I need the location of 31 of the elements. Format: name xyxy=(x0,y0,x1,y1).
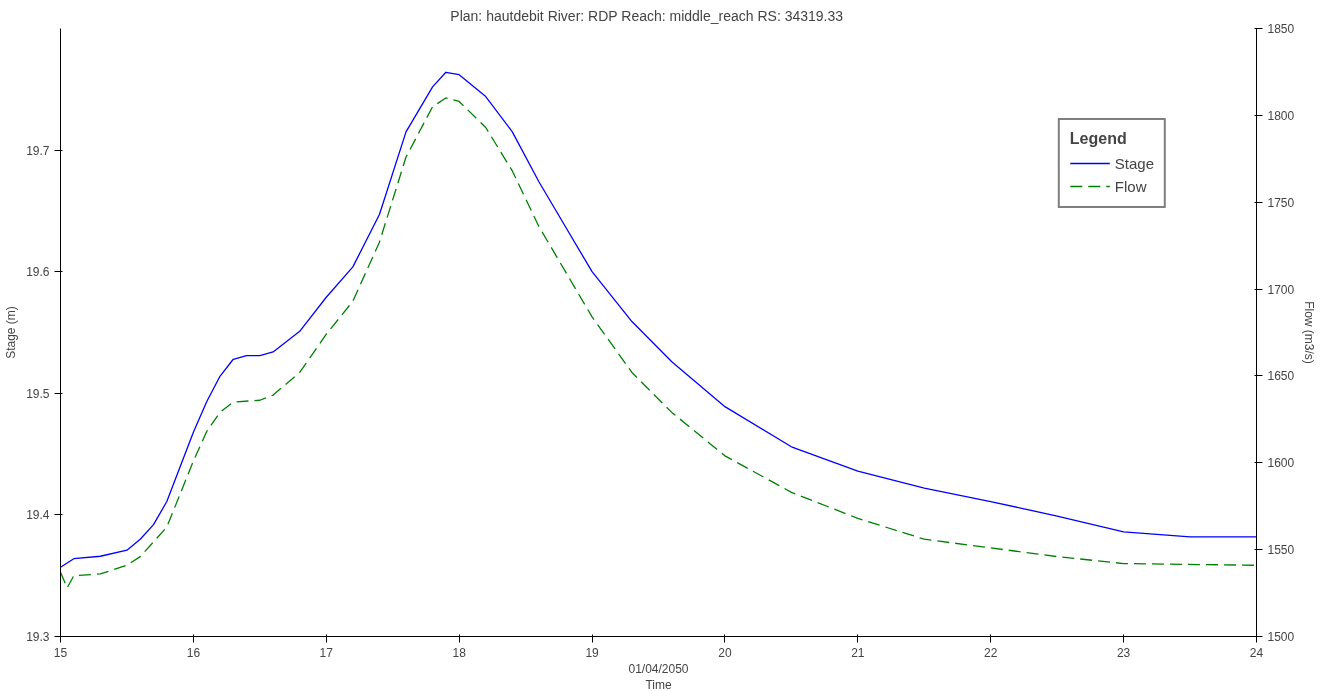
x-tick-label: 18 xyxy=(452,645,467,660)
y-tick-label: 19.6 xyxy=(26,265,50,280)
y2-tick-label: 1500 xyxy=(1267,630,1295,644)
x-tick-label: 24 xyxy=(1249,645,1264,660)
x-axis-title: Time xyxy=(645,677,672,691)
y-tick-label: 19.3 xyxy=(26,630,50,644)
legend-title: Legend xyxy=(1069,130,1128,148)
x-tick-label: 22 xyxy=(984,645,998,660)
x-tick-label: 17 xyxy=(319,645,334,660)
x-tick-label: 21 xyxy=(851,645,865,660)
x-tick-label: 23 xyxy=(1116,645,1131,660)
chart-title: Plan: hautdebit River: RDP Reach: middle_reach RS: 34319.33 xyxy=(450,7,844,24)
x-tick-label: 16 xyxy=(186,645,201,660)
x-tick-label: 15 xyxy=(53,645,68,660)
y-axis-title: Stage (m) xyxy=(4,306,19,359)
x-tick-label: 20 xyxy=(718,645,732,660)
y-tick-label: 19.7 xyxy=(26,143,50,158)
y2-tick-label: 1550 xyxy=(1267,543,1295,558)
y2-tick-label: 1650 xyxy=(1267,369,1295,384)
y2-axis-title: Flow (m3/s) xyxy=(1302,301,1317,364)
y2-tick-label: 1700 xyxy=(1267,282,1295,297)
text: 01/04/2050 xyxy=(628,661,689,676)
y-tick-label: 19.4 xyxy=(26,508,50,523)
y2-tick-label: 1750 xyxy=(1267,195,1295,210)
y2-tick-label: 1850 xyxy=(1267,22,1295,36)
y-tick-label: 19.5 xyxy=(26,386,50,401)
y2-tick-label: 1800 xyxy=(1267,108,1295,123)
y2-tick-label: 1600 xyxy=(1267,456,1295,471)
legend-label: Stage xyxy=(1114,154,1154,172)
x-tick-label: 19 xyxy=(585,645,600,660)
legend-label: Flow xyxy=(1114,177,1147,195)
